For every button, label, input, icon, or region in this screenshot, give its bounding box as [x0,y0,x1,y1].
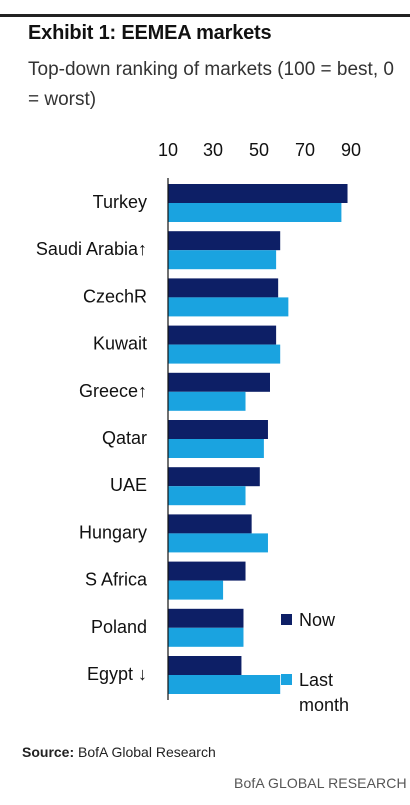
bar-now [168,325,277,345]
bar-now [168,184,348,203]
x-tick-label: 70 [295,140,315,160]
bar-last-month [168,533,268,553]
category-label: Poland [91,617,147,637]
legend-label-last-month: Last [299,670,333,690]
bar-now [168,231,281,251]
title-rule [0,14,410,17]
source-text: BofA Global Research [78,744,216,760]
source-label: Source: [22,744,75,760]
chart-subtitle: Top-down ranking of markets (100 = best,… [28,59,394,110]
category-label: CzechR [83,286,147,306]
bar-now [168,278,279,298]
category-label: Turkey [93,192,147,212]
category-label: UAE [110,475,147,495]
bar-last-month [168,250,277,270]
x-tick-label: 10 [158,140,178,160]
category-label: Greece↑ [79,381,147,401]
x-tick-label: 30 [203,140,223,160]
legend-label-last-month-line2: month [299,695,349,715]
bar-last-month [168,486,246,506]
legend-label-now: Now [299,610,336,630]
category-label: Egypt ↓ [87,664,147,684]
bar-last-month [168,344,281,364]
category-label: S Africa [85,570,148,590]
x-tick-label: 90 [341,140,361,160]
category-label: Kuwait [93,334,147,354]
bar-last-month [168,675,281,694]
bar-last-month [168,439,264,458]
legend-swatch-last-month [281,674,292,685]
bar-last-month [168,297,289,317]
bar-now [168,561,246,581]
bar-now [168,467,260,487]
category-label: Qatar [102,428,147,448]
bar-chart: 10 30 50 70 90 Turkey Saudi Arabia↑ CzechR Kuwai… [36,140,361,715]
bar-now [168,514,252,534]
brand-footer: BofA GLOBAL RESEARCH [234,775,407,791]
bar-now [168,656,242,675]
category-label: Hungary [79,522,147,542]
bar-last-month [168,203,342,222]
source-note: Source: BofA Global Research [22,744,216,760]
bar-now [168,608,244,628]
bar-now [168,372,270,392]
bar-last-month [168,580,224,600]
chart-title: Exhibit 1: EEMEA markets [28,22,272,44]
bar-last-month [168,391,246,411]
category-label: Saudi Arabia↑ [36,239,147,259]
legend-swatch-now [281,614,292,625]
x-tick-label: 50 [249,140,269,160]
bar-now [168,420,268,439]
bar-last-month [168,627,244,647]
